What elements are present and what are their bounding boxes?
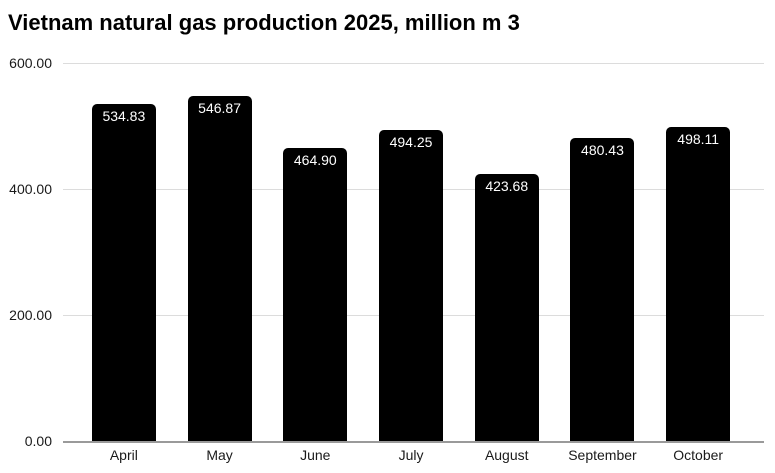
x-axis-label: July bbox=[398, 447, 424, 463]
x-axis-label: May bbox=[206, 447, 233, 463]
chart-title: Vietnam natural gas production 2025, mil… bbox=[8, 10, 520, 35]
x-axis-label: June bbox=[300, 447, 331, 463]
bar-band: 480.43 bbox=[555, 63, 651, 441]
x-axis-label: August bbox=[484, 447, 529, 463]
bar-value-label: 480.43 bbox=[581, 142, 624, 159]
bar-band: 534.83 bbox=[76, 63, 172, 441]
y-axis-label: 600.00 bbox=[9, 55, 52, 71]
bar-value-label: 534.83 bbox=[102, 108, 146, 125]
bar-band: 464.90 bbox=[267, 63, 363, 441]
bar-band: 546.87 bbox=[172, 63, 268, 441]
gridline bbox=[63, 63, 764, 64]
bar-band: 423.68 bbox=[459, 63, 555, 441]
bar-value-label: 464.90 bbox=[293, 152, 337, 169]
bar-series: 534.83 546.87 464.90 494.25 423.68 480.43 498.… bbox=[63, 63, 764, 441]
bar: 464.90 bbox=[283, 148, 348, 441]
bar: 498.11 bbox=[666, 127, 731, 441]
bar-value-label: 546.87 bbox=[198, 100, 241, 117]
bar-value-label: 498.11 bbox=[677, 131, 720, 148]
bar: 546.87 bbox=[187, 96, 252, 441]
plot-area: 534.83 546.87 464.90 494.25 423.68 480.43 498.… bbox=[63, 63, 764, 443]
y-axis-labels: 0.00 200.00 400.00 600.00 bbox=[0, 55, 52, 449]
bar-band: 494.25 bbox=[363, 63, 459, 441]
bar-value-label: 423.68 bbox=[485, 178, 529, 195]
bar-value-label: 494.25 bbox=[389, 133, 433, 150]
bar: 494.25 bbox=[379, 129, 444, 441]
x-axis-label: April bbox=[109, 447, 138, 463]
y-axis-label: 200.00 bbox=[9, 306, 52, 323]
bar: 534.83 bbox=[91, 104, 156, 441]
bar: 423.68 bbox=[474, 174, 539, 441]
x-axis-label: September bbox=[568, 447, 637, 463]
bar: 480.43 bbox=[570, 138, 635, 441]
bar-band: 498.11 bbox=[650, 63, 746, 441]
y-axis-label: 0.00 bbox=[24, 433, 52, 449]
x-axis-labels: April May June July August September October bbox=[63, 447, 764, 464]
x-axis-label: October bbox=[673, 447, 724, 463]
y-axis-label: 400.00 bbox=[9, 180, 52, 197]
